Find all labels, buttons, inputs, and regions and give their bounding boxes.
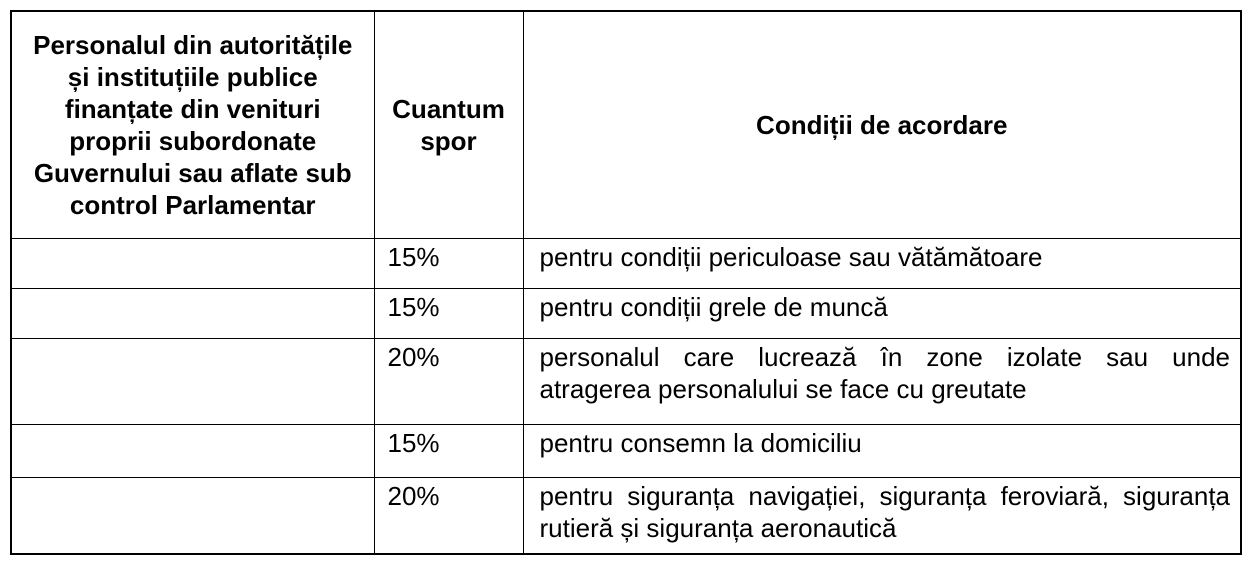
conditii-cell: pentru siguranța navigației, siguranța f… bbox=[522, 476, 1242, 555]
entity-cell bbox=[10, 287, 375, 339]
table-row: 20% pentru siguranța navigației, siguran… bbox=[10, 476, 1242, 555]
cuantum-cell: 15% bbox=[373, 237, 524, 289]
entity-cell bbox=[10, 237, 375, 289]
cuantum-cell: 15% bbox=[373, 287, 524, 339]
cuantum-cell: 20% bbox=[373, 337, 524, 425]
spor-conditions-table: Personalul din autoritățile și instituți… bbox=[10, 10, 1242, 555]
table-row: 20% personalul care lucrează în zone izo… bbox=[10, 337, 1242, 425]
header-row: Personalul din autoritățile și instituți… bbox=[10, 10, 1242, 239]
header-entity-label: Personalul din autoritățile și instituți… bbox=[33, 29, 353, 220]
conditii-cell: pentru condiții grele de muncă bbox=[522, 287, 1242, 339]
entity-cell bbox=[10, 423, 375, 478]
table-row: 15% pentru consemn la domiciliu bbox=[10, 423, 1242, 478]
header-cell-cuantum: Cuantum spor bbox=[373, 10, 524, 239]
header-cell-entity: Personalul din autoritățile și instituți… bbox=[10, 10, 375, 239]
conditii-cell: pentru condiții periculoase sau vătămăto… bbox=[522, 237, 1242, 289]
entity-cell bbox=[10, 476, 375, 555]
header-cell-conditii: Condiții de acordare bbox=[522, 10, 1242, 239]
conditii-cell: personalul care lucrează în zone izolate… bbox=[522, 337, 1242, 425]
table-row: 15% pentru condiții grele de muncă bbox=[10, 287, 1242, 339]
cuantum-cell: 15% bbox=[373, 423, 524, 478]
cuantum-cell: 20% bbox=[373, 476, 524, 555]
table-row: 15% pentru condiții periculoase sau vătă… bbox=[10, 237, 1242, 289]
entity-cell bbox=[10, 337, 375, 425]
header-conditii-label: Condiții de acordare bbox=[756, 109, 1008, 140]
header-cuantum-label: Cuantum spor bbox=[392, 93, 505, 156]
conditii-cell: pentru consemn la domiciliu bbox=[522, 423, 1242, 478]
